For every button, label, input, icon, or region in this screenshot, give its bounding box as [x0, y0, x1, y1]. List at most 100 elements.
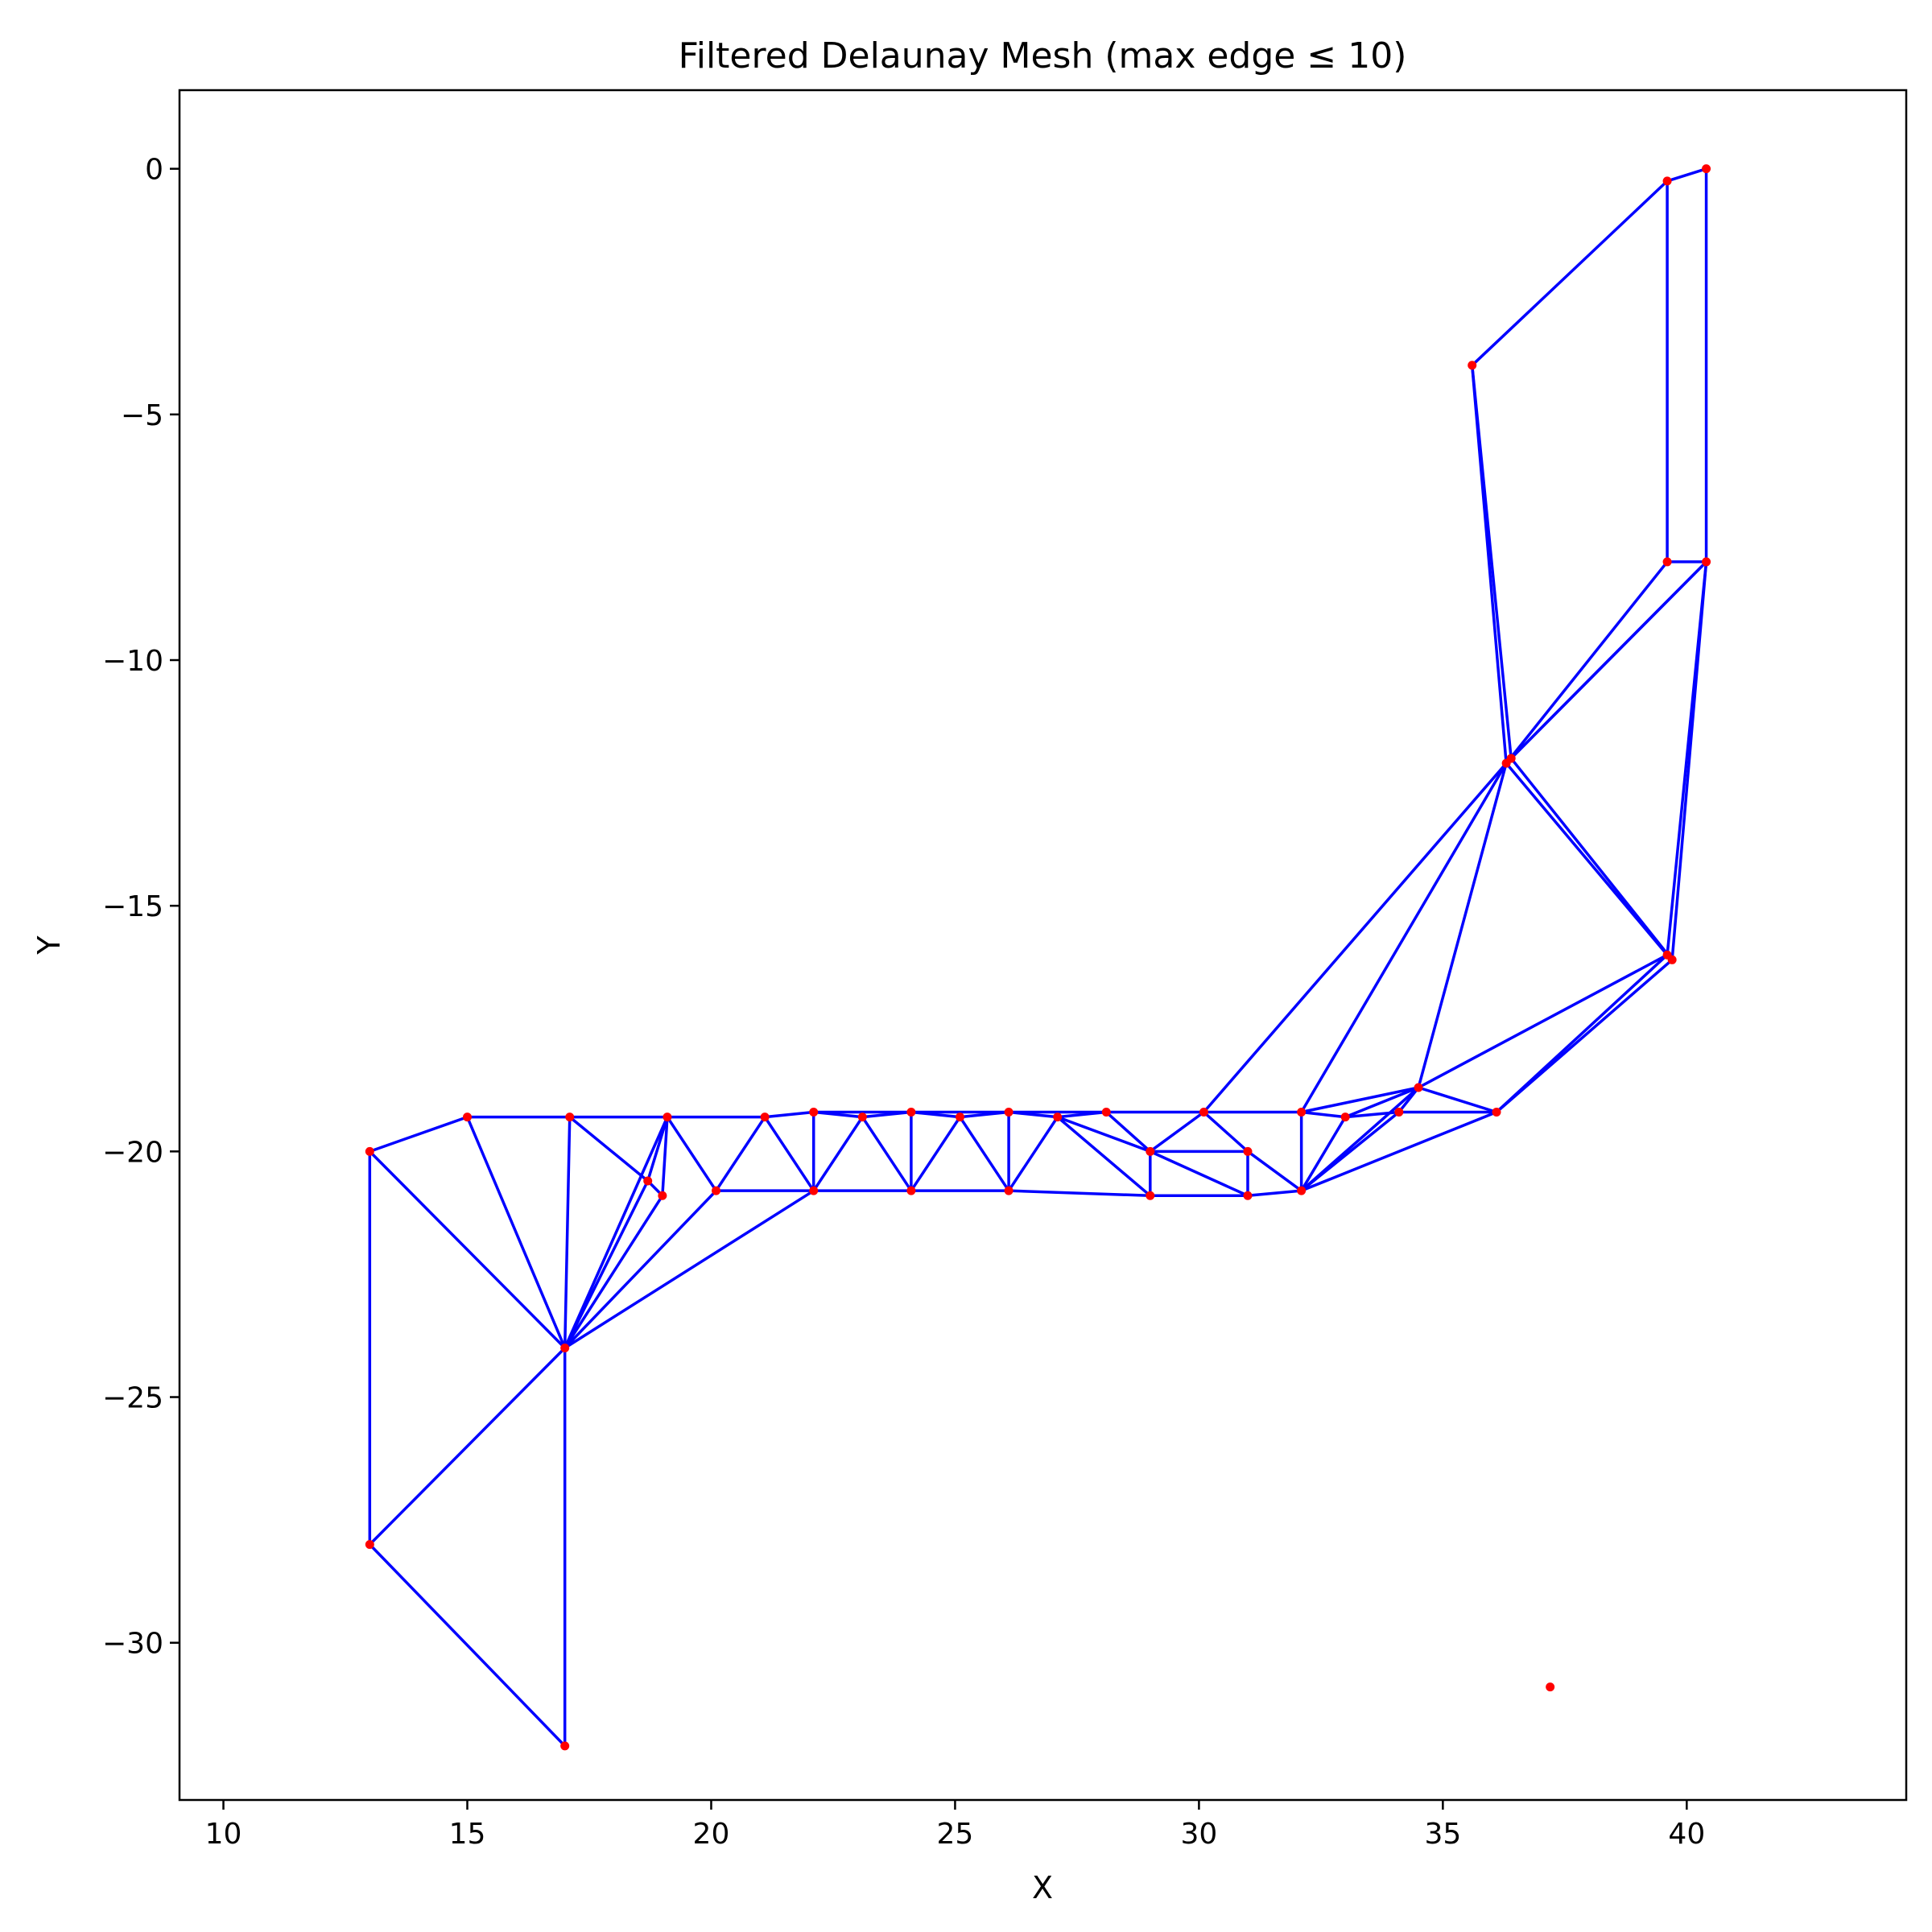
mesh-point-27: [1297, 1186, 1307, 1195]
mesh-point-6: [643, 1176, 653, 1186]
mesh-edge-33: [910, 1115, 962, 1192]
mesh-point-32: [1468, 361, 1477, 370]
mesh-edge-71: [1299, 762, 1508, 1114]
mesh-point-29: [1394, 1108, 1404, 1117]
mesh-point-22: [1146, 1191, 1155, 1200]
mesh-edge-86: [1509, 757, 1674, 962]
mesh-point-7: [658, 1191, 667, 1200]
mesh-edge-14: [661, 1115, 669, 1198]
x-tick-label: 15: [449, 1818, 486, 1851]
mesh-edge-78: [1666, 167, 1708, 183]
mesh-point-24: [1243, 1146, 1253, 1156]
mesh-point-34: [1506, 753, 1516, 763]
mesh-edge-42: [1055, 1115, 1152, 1154]
mesh-point-11: [809, 1108, 819, 1117]
x-tick-label: 20: [693, 1818, 730, 1851]
mesh-edge-88: [1670, 560, 1708, 962]
y-tick-label: 0: [145, 154, 163, 187]
y-tick-label: −5: [121, 399, 163, 432]
y-tick-label: −20: [102, 1136, 163, 1169]
y-axis-label: Y: [31, 935, 67, 956]
mesh-edge-47: [1149, 1110, 1206, 1154]
mesh-point-30: [1414, 1083, 1423, 1092]
mesh-point-13: [857, 1113, 867, 1122]
mesh-point-3: [560, 1343, 570, 1352]
mesh-edge-51: [1202, 1110, 1249, 1154]
mesh-edge-73: [1417, 762, 1508, 1089]
mesh-point-19: [1053, 1113, 1063, 1122]
mesh-point-26: [1297, 1108, 1307, 1117]
mesh-point-35: [1662, 176, 1672, 186]
mesh-point-41: [1546, 1682, 1555, 1692]
mesh-point-20: [1101, 1108, 1111, 1117]
mesh-point-38: [1702, 557, 1711, 567]
mesh-edge-39: [1007, 1115, 1059, 1192]
mesh-edge-23: [763, 1110, 815, 1119]
mesh-edge-57: [1299, 1110, 1347, 1119]
mesh-edge-43: [1055, 1115, 1152, 1198]
y-tick-label: −25: [102, 1382, 163, 1415]
mesh-point-0: [365, 1146, 374, 1156]
mesh-edge-62: [1344, 1086, 1420, 1119]
mesh-edge-63: [1299, 1086, 1420, 1192]
mesh-point-2: [463, 1113, 472, 1122]
mesh-point-5: [565, 1113, 575, 1122]
mesh-edge-66: [1299, 1110, 1498, 1192]
x-tick-label: 10: [205, 1818, 242, 1851]
x-tick-label: 30: [1180, 1818, 1217, 1851]
mesh-edge-85: [1505, 762, 1669, 956]
mesh-edge-64: [1299, 1086, 1420, 1114]
mesh-point-12: [809, 1186, 819, 1195]
mesh-point-37: [1662, 557, 1672, 567]
mesh-points: [365, 164, 1711, 1751]
mesh-point-25: [1243, 1191, 1253, 1200]
mesh-edge-82: [1505, 560, 1669, 765]
y-axis-ticks: 0 −5 −10 −15 −20 −25 −30: [102, 154, 180, 1661]
mesh-edge-53: [1246, 1150, 1303, 1192]
y-tick-label: −15: [102, 890, 163, 923]
mesh-point-14: [906, 1108, 916, 1117]
mesh-point-16: [955, 1113, 964, 1122]
mesh-edge-9: [568, 1115, 650, 1183]
mesh-point-15: [906, 1186, 916, 1195]
mesh-point-21: [1146, 1146, 1155, 1156]
mesh-point-8: [663, 1113, 672, 1122]
x-axis-label: X: [1032, 1870, 1053, 1905]
mesh-edge-77: [1470, 180, 1669, 367]
mesh-edge-76: [1470, 364, 1513, 760]
mesh-edge-70: [1495, 958, 1674, 1114]
plot-frame: [178, 89, 1908, 1802]
mesh-edge-40: [1007, 1189, 1152, 1198]
mesh-edge-1: [368, 1115, 469, 1154]
mesh-edge-68: [1417, 953, 1669, 1089]
mesh-edge-84: [1509, 560, 1708, 760]
mesh-point-31: [1492, 1108, 1501, 1117]
mesh-edges: [368, 167, 1708, 1748]
mesh-edge-49: [1149, 1150, 1249, 1198]
mesh-edge-27: [811, 1115, 865, 1192]
mesh-point-36: [1702, 164, 1711, 174]
y-tick-label: −30: [102, 1628, 163, 1661]
mesh-point-4: [560, 1741, 570, 1751]
mesh-point-23: [1199, 1108, 1208, 1117]
mesh-edge-44: [1104, 1110, 1152, 1154]
mesh-point-18: [1004, 1186, 1013, 1195]
mesh-point-40: [1667, 955, 1677, 964]
mesh-edge-15: [563, 1194, 664, 1350]
mesh-edge-20: [714, 1115, 766, 1192]
mesh-point-17: [1004, 1108, 1013, 1117]
mesh-edge-3: [368, 1346, 567, 1546]
mesh-edge-30: [861, 1115, 913, 1192]
x-tick-label: 35: [1424, 1818, 1461, 1851]
mesh-edge-16: [563, 1115, 669, 1350]
mesh-edge-65: [1417, 1086, 1498, 1114]
x-axis-ticks: 10 15 20 25 30 35 40: [205, 1800, 1705, 1851]
mesh-edge-24: [763, 1115, 815, 1192]
mesh-edge-17: [563, 1189, 718, 1350]
x-tick-label: 25: [937, 1818, 974, 1851]
mesh-edge-2: [368, 1150, 567, 1350]
mesh-point-1: [365, 1540, 374, 1550]
mesh-edge-54: [1246, 1189, 1303, 1198]
